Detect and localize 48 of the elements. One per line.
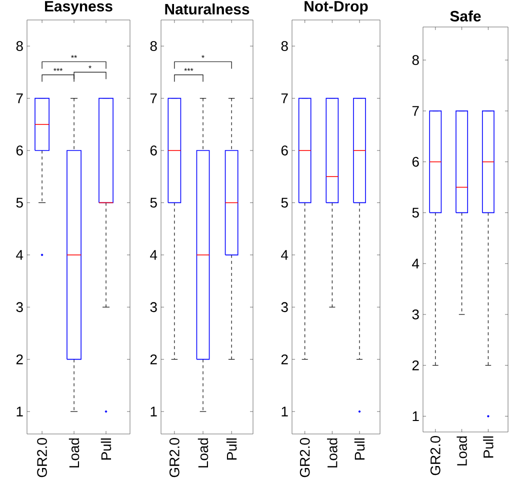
y-tick-label: 6	[412, 156, 419, 167]
y-tick-label: 4	[16, 250, 24, 260]
y-tick-label: 2	[150, 354, 157, 364]
y-tick-label: 7	[281, 93, 288, 104]
y-tick-label: 8	[150, 41, 157, 52]
y-tick-label: 1	[150, 406, 157, 416]
y-tick-label: 3	[16, 302, 23, 312]
y-tick-label: 5	[412, 208, 419, 218]
y-tick-label: 8	[281, 41, 288, 52]
y-tick-label: 7	[412, 106, 419, 116]
y-tick-label: 4	[412, 258, 420, 268]
x-tick-label: GR2.0	[430, 436, 440, 476]
y-tick-label: 3	[281, 302, 288, 312]
y-tick-label: 5	[281, 198, 288, 208]
chart-title: Easyness	[45, 1, 112, 14]
y-tick-label: 1	[16, 406, 23, 416]
y-tick-label: 5	[16, 198, 23, 208]
x-tick-label: Pull	[354, 438, 365, 460]
y-tick-label: 3	[150, 302, 157, 312]
y-tick-label: 8	[16, 41, 23, 52]
y-tick-label: 4	[150, 250, 158, 260]
y-tick-label: 4	[281, 250, 288, 260]
x-tick-label: Pull	[226, 438, 237, 460]
x-tick-label: GR2.0	[169, 438, 180, 478]
y-tick-label: 2	[16, 354, 23, 364]
y-tick-label: 6	[281, 146, 288, 156]
y-tick-label: 8	[412, 55, 419, 65]
x-tick-label: Load	[327, 438, 338, 468]
y-tick-label: 7	[150, 93, 157, 104]
x-tick-label: Load	[456, 436, 467, 466]
y-tick-label: 1	[282, 406, 288, 416]
x-tick-label: Load	[68, 438, 80, 468]
y-tick-label: 2	[412, 360, 419, 370]
x-tick-label: Load	[198, 438, 208, 468]
y-tick-label: 7	[16, 93, 23, 104]
chart-title: Naturalness	[165, 4, 250, 14]
y-tick-label: 1	[412, 411, 419, 422]
chart-title: Not-Drop	[304, 1, 368, 14]
y-tick-label: 6	[150, 146, 157, 156]
x-tick-label: GR2.0	[37, 438, 47, 478]
x-tick-label: Pull	[483, 436, 494, 458]
x-tick-label: Pull	[100, 438, 112, 460]
chart-title: Safe	[450, 10, 481, 22]
y-tick-label: 3	[412, 310, 419, 320]
y-tick-label: 5	[150, 198, 157, 208]
x-tick-label: GR2.0	[300, 438, 310, 478]
y-tick-label: 6	[16, 146, 23, 156]
y-tick-label: 2	[281, 354, 288, 364]
